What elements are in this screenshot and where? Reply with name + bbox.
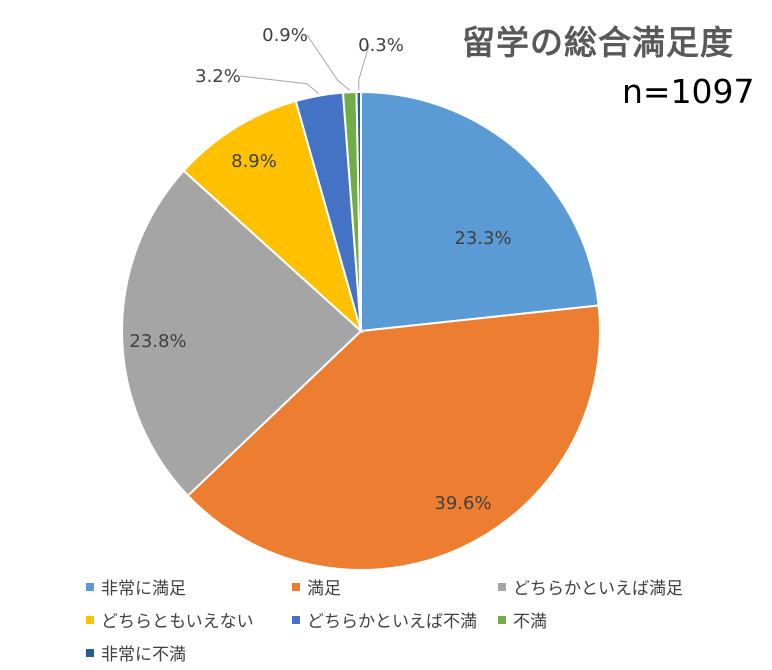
legend-swatch-6 <box>498 615 506 624</box>
legend-label-5: どちらかといえば不満 <box>307 612 477 632</box>
pie-slice-4 <box>182 99 363 335</box>
data-label-1: 23.3% <box>454 228 511 249</box>
data-label-7: 0.3% <box>358 35 404 56</box>
legend-swatch-7 <box>86 648 94 657</box>
data-label-6: 0.9% <box>262 25 308 46</box>
legend-label-2: 満足 <box>307 579 341 599</box>
legend-label-1: 非常に満足 <box>101 579 186 599</box>
pie-slice-7 <box>355 90 362 332</box>
legend-label-7: 非常に不満 <box>101 645 186 665</box>
legend-item-1: 非常に満足 <box>86 574 186 599</box>
legend-swatch-1 <box>86 582 94 591</box>
sample-size: n=1097 <box>622 72 755 111</box>
pie-slice-1 <box>360 90 600 333</box>
legend-swatch-2 <box>292 582 300 591</box>
legend-item-7: 非常に不満 <box>86 640 186 665</box>
legend-label-4: どちらともいえない <box>101 612 254 632</box>
pie-slice-3 <box>121 169 363 498</box>
legend-item-2: 満足 <box>292 574 341 599</box>
chart-title: 留学の総合満足度 <box>462 23 734 62</box>
leader-line-5 <box>239 75 320 95</box>
data-label-4: 8.9% <box>231 151 277 172</box>
legend-label-3: どちらかといえば満足 <box>513 579 683 599</box>
data-label-2: 39.6% <box>434 493 491 514</box>
data-label-3: 23.8% <box>129 331 186 352</box>
legend-item-3: どちらかといえば満足 <box>498 574 683 599</box>
pie-slice-2 <box>186 304 601 571</box>
legend-label-6: 不満 <box>513 612 547 632</box>
legend-item-6: 不満 <box>498 607 547 632</box>
legend-item-5: どちらかといえば不満 <box>292 607 477 632</box>
leader-line-7 <box>358 44 370 91</box>
leader-line-6 <box>306 34 350 91</box>
legend-swatch-4 <box>86 615 94 624</box>
legend-swatch-3 <box>498 582 506 591</box>
data-label-5: 3.2% <box>195 66 241 87</box>
legend-item-4: どちらともいえない <box>86 607 254 632</box>
legend-swatch-5 <box>292 615 300 624</box>
